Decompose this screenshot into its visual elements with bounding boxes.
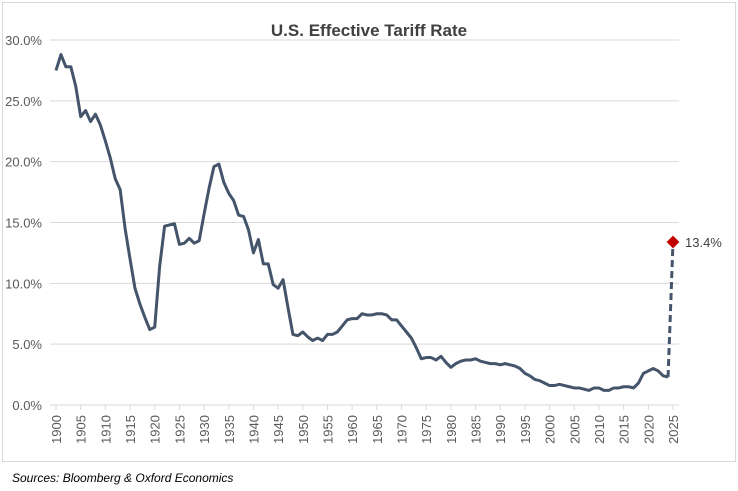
chart-frame (2, 2, 736, 462)
projection-dashed-line (666, 241, 675, 378)
y-tick-label: 15.0% (5, 216, 42, 231)
x-tick-label: 1920 (148, 415, 163, 444)
projection-data-label: 13.4% (685, 235, 722, 250)
x-tick-label: 2000 (543, 415, 558, 444)
y-tick-label: 25.0% (5, 94, 42, 109)
x-tick-label: 1915 (123, 415, 138, 444)
tariff-line-chart: U.S. Effective Tariff Rate 0.0% 5.0% 10.0%… (5, 21, 722, 444)
x-tick-label: 1960 (345, 415, 360, 444)
x-tick-label: 1925 (172, 415, 187, 444)
x-tick-label: 1990 (493, 415, 508, 444)
projection-marker (666, 235, 680, 249)
x-tick-label: 2015 (617, 415, 632, 444)
x-tick-label: 2010 (592, 415, 607, 444)
x-tick-label: 1985 (469, 415, 484, 444)
x-tick-label: 1980 (444, 415, 459, 444)
x-tick-label: 1970 (395, 415, 410, 444)
chart-title: U.S. Effective Tariff Rate (271, 21, 467, 40)
x-tick-label: 1900 (49, 415, 64, 444)
source-note: Sources: Bloomberg & Oxford Economics (12, 471, 234, 485)
y-tick-label: 5.0% (12, 337, 42, 352)
x-tick-label: 2005 (567, 415, 582, 444)
x-tick-label: 1975 (419, 415, 434, 444)
y-tick-label: 20.0% (5, 155, 42, 170)
tariff-rate-line (54, 53, 669, 392)
x-tick-label: 2020 (641, 415, 656, 444)
x-tick-label: 1930 (197, 415, 212, 444)
x-tick-label: 1955 (320, 415, 335, 444)
x-tick-label: 1945 (271, 415, 286, 444)
x-tick-label: 1965 (370, 415, 385, 444)
x-tick-label: 2025 (666, 415, 681, 444)
x-tick-label: 1950 (296, 415, 311, 444)
x-tick-label: 1910 (98, 415, 113, 444)
y-tick-label: 30.0% (5, 33, 42, 48)
x-tick-label: 1995 (518, 415, 533, 444)
y-tick-label: 0.0% (12, 398, 42, 413)
x-tick-label: 1940 (246, 415, 261, 444)
x-tick-label: 1905 (74, 415, 89, 444)
x-tick-label: 1935 (222, 415, 237, 444)
y-tick-label: 10.0% (5, 276, 42, 291)
